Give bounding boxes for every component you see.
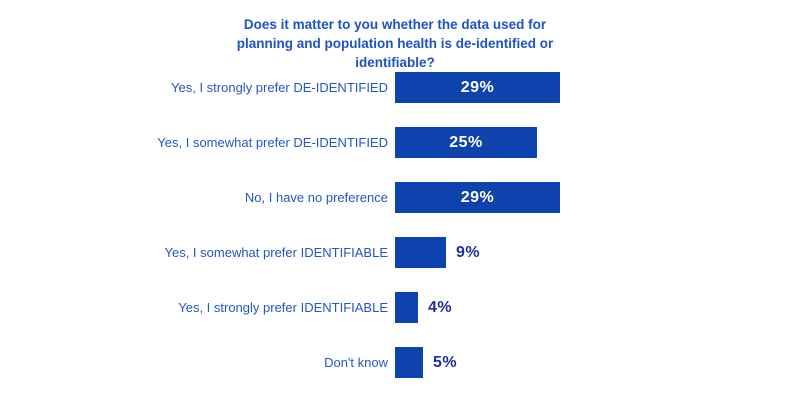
bar-track: 29% (395, 72, 800, 103)
bar-track: 29% (395, 182, 800, 213)
bar (395, 237, 446, 268)
bar-track: 9% (395, 237, 800, 268)
chart-title-line: Does it matter to you whether the data u… (243, 17, 547, 32)
value-label-outside: 5% (433, 353, 458, 371)
bar (395, 292, 418, 323)
category-label: Yes, I strongly prefer IDENTIFIABLE (178, 300, 388, 315)
category-label: No, I have no preference (244, 190, 388, 205)
category-label: Yes, I strongly prefer DE-IDENTIFIED (171, 80, 388, 95)
bar-track: 5% (395, 347, 800, 378)
value-label-inside: 25% (449, 133, 483, 151)
category-label: Don't know (324, 355, 388, 370)
value-label-outside: 4% (428, 298, 453, 316)
bar: 25% (395, 127, 537, 158)
bar (395, 347, 423, 378)
value-label-inside: 29% (460, 78, 495, 96)
bar-row: Yes, I somewhat prefer DE-IDENTIFIED 25% (0, 127, 800, 158)
bar-track: 4% (395, 292, 800, 323)
value-label-inside: 29% (460, 188, 495, 206)
bar-rows: Yes, I strongly prefer DE-IDENTIFIED 29%… (0, 72, 800, 400)
chart-title-line: identifiable? (355, 55, 435, 70)
bar-row: Yes, I somewhat prefer IDENTIFIABLE 9% (0, 237, 800, 268)
bar: 29% (395, 182, 560, 213)
category-label: Yes, I somewhat prefer DE-IDENTIFIED (157, 135, 388, 150)
chart-title-line: planning and population health is de-ide… (236, 36, 554, 51)
bar: 29% (395, 72, 560, 103)
value-label-outside: 9% (456, 243, 481, 261)
category-label: Yes, I somewhat prefer IDENTIFIABLE (164, 245, 389, 260)
bar-row: Yes, I strongly prefer DE-IDENTIFIED 29% (0, 72, 800, 103)
bar-row: Yes, I strongly prefer IDENTIFIABLE 4% (0, 292, 800, 323)
bar-row: Don't know 5% (0, 347, 800, 378)
bar-track: 25% (395, 127, 800, 158)
bar-row: No, I have no preference 29% (0, 182, 800, 213)
chart-title: Does it matter to you whether the data u… (185, 15, 605, 72)
